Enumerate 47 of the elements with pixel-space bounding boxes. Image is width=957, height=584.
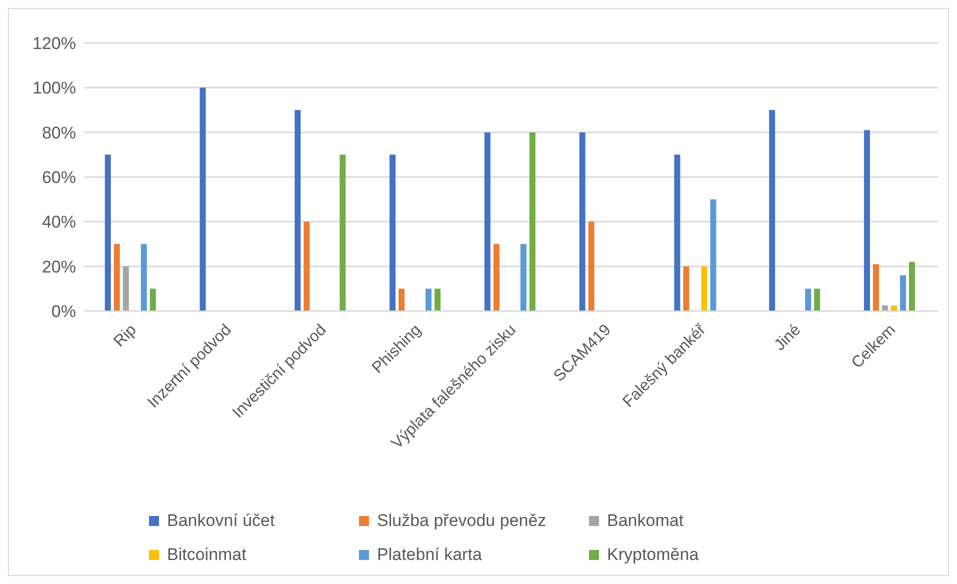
- bar: [814, 288, 820, 311]
- bar: [864, 130, 870, 311]
- bar: [340, 154, 346, 311]
- bar: [104, 154, 111, 311]
- y-tick-label: 40%: [42, 212, 76, 232]
- bar: [434, 288, 441, 311]
- bar: [769, 110, 776, 311]
- bar: [710, 199, 716, 311]
- y-tick-label: 100%: [32, 78, 76, 98]
- bar: [529, 132, 536, 311]
- bar: [398, 288, 405, 311]
- bar: [805, 288, 812, 311]
- y-tick-label: 0%: [51, 302, 76, 322]
- bar: [579, 132, 586, 311]
- legend-label: Bitcoinmat: [167, 545, 246, 565]
- bar: [493, 244, 500, 311]
- bar: [520, 244, 526, 311]
- bar: [304, 222, 310, 311]
- bar: [908, 262, 915, 311]
- x-tick-label: Rip: [110, 321, 140, 350]
- bar: [294, 110, 301, 311]
- bar: [140, 244, 147, 311]
- y-tick-label: 60%: [42, 168, 76, 188]
- legend-label: Bankovní účet: [167, 511, 275, 531]
- y-tick-label: 80%: [42, 123, 76, 142]
- bar: [114, 244, 120, 311]
- legend-label: Bankomat: [607, 511, 684, 531]
- bar: [426, 288, 432, 311]
- legend-label: Platební karta: [377, 545, 482, 565]
- bar: [900, 275, 906, 311]
- bar: [200, 88, 206, 311]
- legend-label: Kryptoměna: [607, 545, 699, 565]
- bar: [872, 264, 879, 311]
- bar: [122, 266, 129, 311]
- y-tick-label: 20%: [42, 257, 76, 276]
- legend-label: Služba převodu peněz: [377, 511, 546, 531]
- bar: [150, 288, 156, 311]
- bar: [674, 154, 680, 311]
- y-tick-label: 120%: [32, 34, 76, 54]
- bar: [390, 154, 396, 311]
- bar: [882, 305, 888, 311]
- bar: [701, 266, 708, 311]
- bar: [683, 266, 690, 311]
- x-tick-label: Jiné: [771, 321, 804, 354]
- bar: [890, 305, 897, 311]
- bar: [484, 132, 490, 311]
- bar: [588, 222, 594, 311]
